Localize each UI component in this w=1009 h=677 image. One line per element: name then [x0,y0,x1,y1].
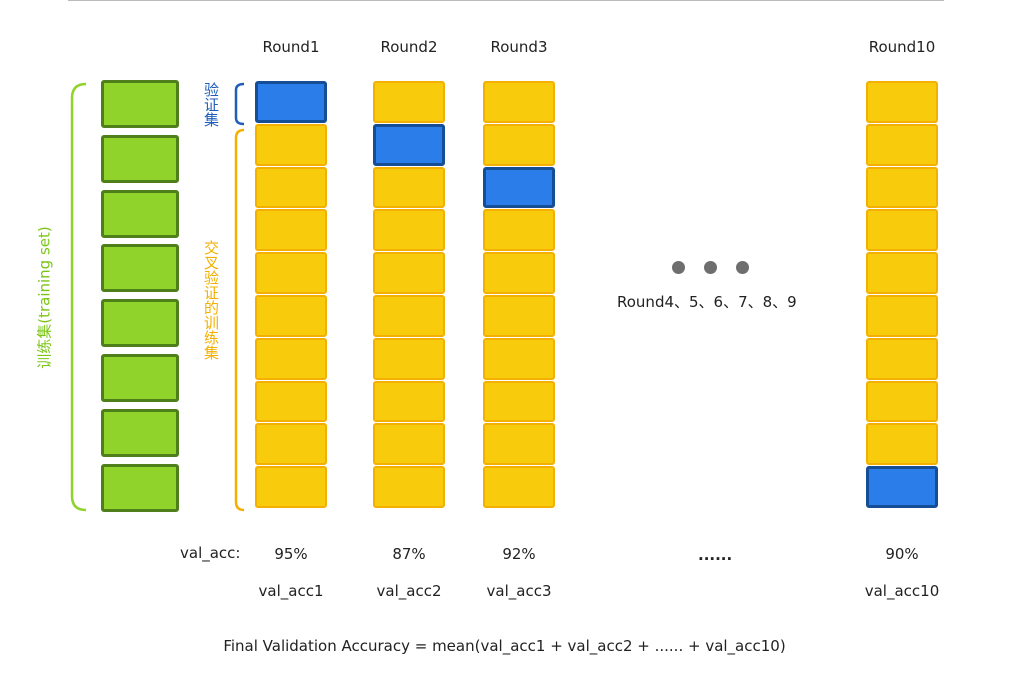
training-block [101,189,179,238]
training-set-label: 训练集(training set) [35,226,54,369]
training-block [101,80,179,128]
training-fold [483,295,555,337]
training-fold [255,166,327,209]
round-label: Round3 [490,38,548,56]
training-fold [255,209,327,252]
validation-fold [255,81,327,123]
training-fold [483,123,555,166]
validation-fold [373,123,445,166]
ellipsis-acc: ...... [698,546,733,564]
training-fold [866,295,938,337]
training-block [101,408,179,457]
training-fold [483,252,555,294]
validation-label: 验证集 [202,82,220,127]
ellipsis-dot [672,261,685,274]
training-fold [866,423,938,466]
training-fold [255,252,327,294]
round-val-name: val_acc10 [864,582,940,600]
ellipsis-rounds-label: Round4、5、6、7、8、9 [617,293,797,311]
training-fold [483,423,555,466]
training-set-bracket [70,82,87,512]
training-fold [255,466,327,508]
training-fold [866,166,938,209]
training-block [101,134,179,183]
training-fold [255,380,327,423]
training-fold [483,209,555,252]
training-fold [866,81,938,123]
round-val-name: val_acc2 [376,582,442,600]
training-fold [866,252,938,294]
validation-fold [866,466,938,508]
training-fold [483,337,555,380]
training-fold [483,380,555,423]
training-block [101,299,179,348]
round-label: Round1 [262,38,320,56]
round-accuracy: 92% [502,545,536,563]
training-fold [373,295,445,337]
training-fold [373,166,445,209]
training-fold [866,337,938,380]
round-accuracy: 90% [885,545,919,563]
training-fold [373,380,445,423]
training-fold [255,123,327,166]
training-fold [866,123,938,166]
validation-fold [483,166,555,209]
round-label: Round2 [380,38,438,56]
top-divider [68,0,944,1]
validation-bracket [234,82,245,126]
round-accuracy: 95% [274,545,308,563]
training-fold [483,466,555,508]
training-fold [373,81,445,123]
training-fold [483,81,555,123]
training-fold [373,252,445,294]
ellipsis-dot [704,261,717,274]
training-fold [373,423,445,466]
round-val-name: val_acc1 [258,582,324,600]
ellipsis-dot [736,261,749,274]
val-acc-prefix: val_acc: [180,544,241,562]
training-block [101,244,179,293]
cv-training-bracket [234,128,245,512]
final-formula: Final Validation Accuracy = mean(val_acc… [223,637,786,655]
training-block [101,354,179,402]
training-fold [255,337,327,380]
training-fold [255,295,327,337]
training-fold [866,380,938,423]
round-accuracy: 87% [392,545,426,563]
round-label: Round10 [868,38,936,56]
training-fold [373,466,445,508]
training-fold [866,209,938,252]
training-fold [255,423,327,466]
training-block [101,463,179,512]
training-fold [373,209,445,252]
cv-training-label: 交叉验证的训练集 [202,240,220,360]
round-val-name: val_acc3 [486,582,552,600]
training-fold [373,337,445,380]
